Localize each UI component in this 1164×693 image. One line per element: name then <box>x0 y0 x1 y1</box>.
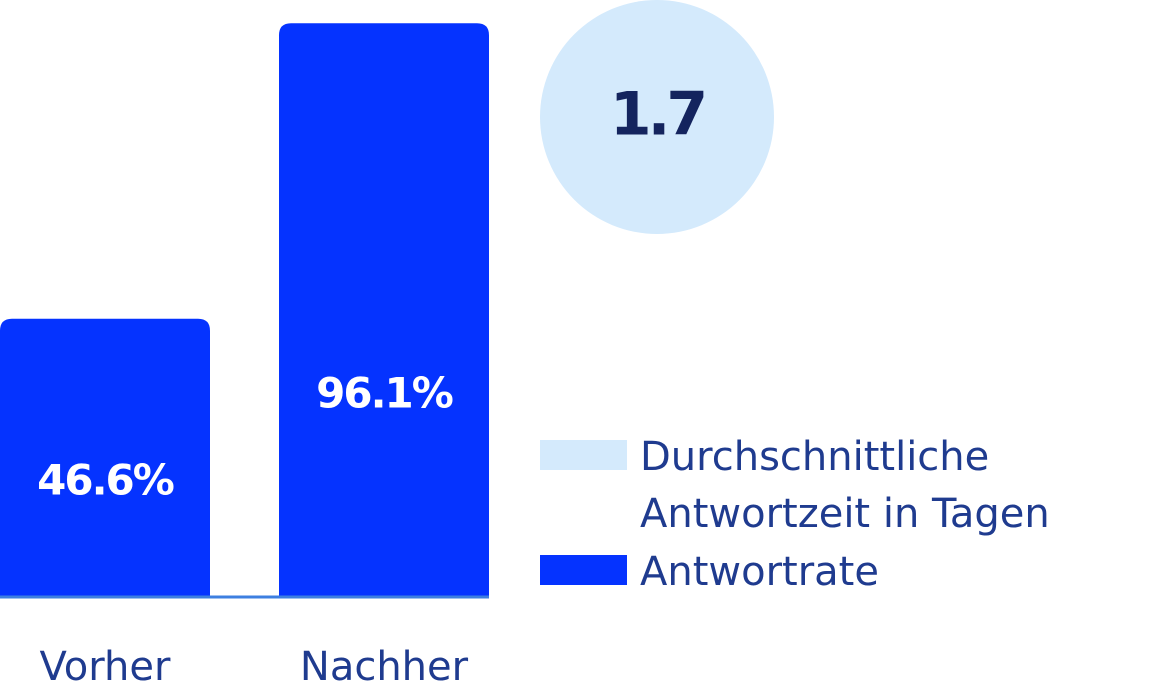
bar-nachher <box>279 23 489 597</box>
legend: Durchschnittliche Antwortzeit in Tagen Ant… <box>540 434 1050 595</box>
bubble-layer: 1.7 <box>540 0 774 234</box>
x-tick-label: Vorher <box>40 644 171 690</box>
response-time-bubble <box>540 0 774 234</box>
legend-swatch <box>540 555 627 585</box>
bubble-value-label: 1.7 <box>610 80 704 150</box>
legend-label: Durchschnittliche <box>640 434 989 480</box>
bars-layer: 46.6% Vorher 96.1% Nachher <box>0 23 489 690</box>
legend-label: Antwortrate <box>640 549 879 595</box>
bar-value-label: 96.1% <box>316 369 453 418</box>
x-tick-label: Nachher <box>300 644 469 690</box>
bar-vorher <box>0 318 210 597</box>
legend-swatch <box>540 440 627 470</box>
legend-label: Antwortzeit in Tagen <box>640 491 1050 537</box>
bar-value-label: 46.6% <box>37 455 174 504</box>
